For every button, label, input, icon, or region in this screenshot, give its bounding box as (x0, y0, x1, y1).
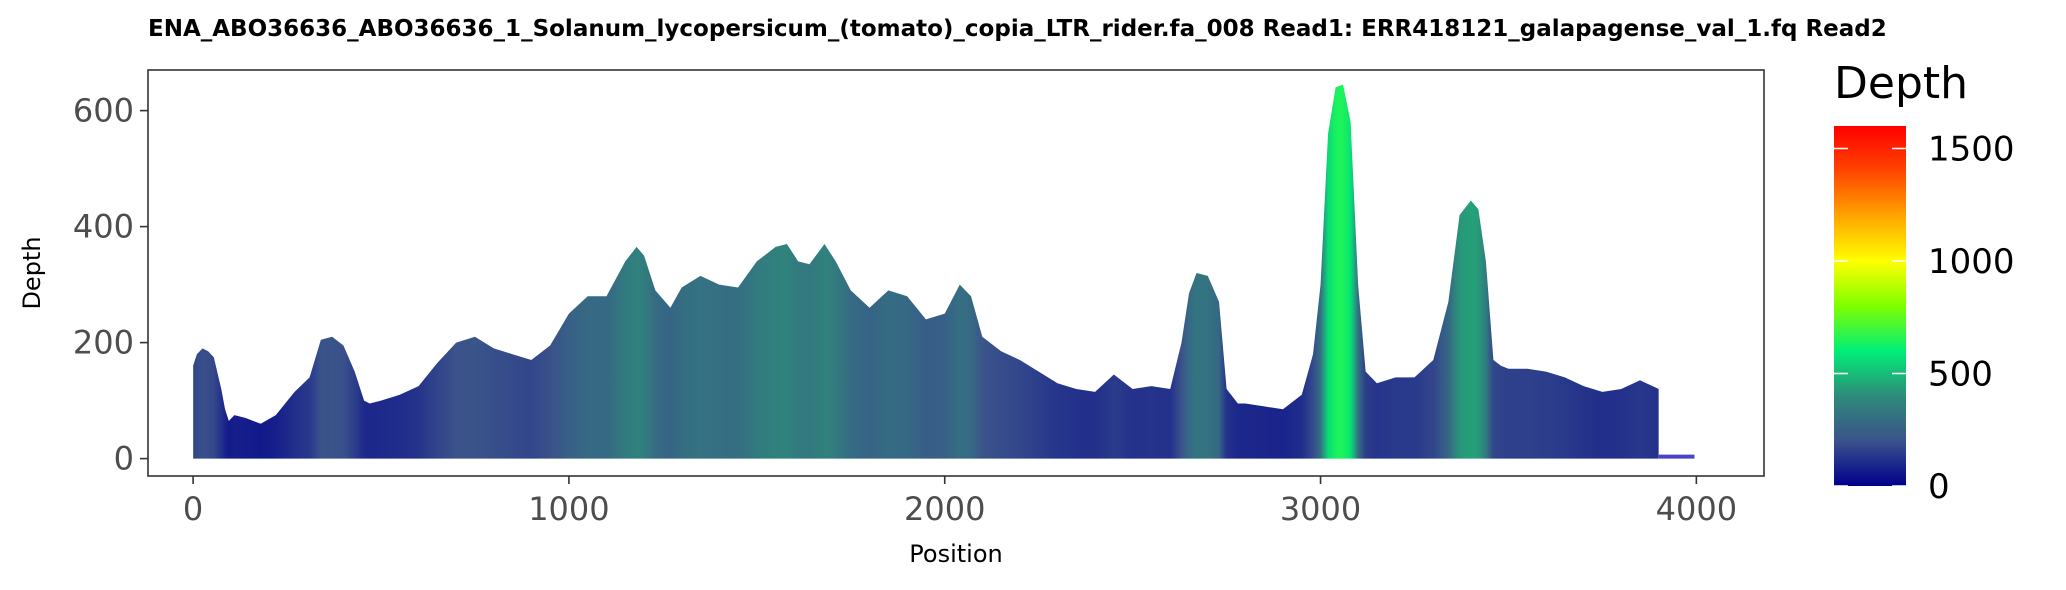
x-tick-label: 1000 (528, 490, 609, 528)
y-tick-label: 600 (73, 92, 134, 130)
legend-tick-label: 0 (1928, 467, 1950, 507)
y-tick-label: 400 (73, 208, 134, 246)
legend-title: Depth (1834, 58, 1968, 109)
legend-tick-label: 1500 (1928, 130, 2015, 170)
x-tick-label: 3000 (1280, 490, 1361, 528)
x-axis-title: Position (909, 540, 1002, 568)
x-tick-label: 2000 (904, 490, 985, 528)
y-tick-label: 0 (114, 440, 134, 478)
chart-title: ENA_ABO36636_ABO36636_1_Solanum_lycopers… (148, 16, 1887, 42)
y-axis-title: Depth (18, 236, 46, 309)
plot-panel-border (147, 69, 1765, 477)
legend-tick-label: 500 (1928, 355, 1993, 395)
x-tick-label: 4000 (1656, 490, 1737, 528)
y-tick-label: 200 (73, 324, 134, 362)
legend-tick-label: 1000 (1928, 242, 2015, 282)
x-tick-label: 0 (183, 490, 203, 528)
legend-colorbar (1834, 126, 1906, 486)
